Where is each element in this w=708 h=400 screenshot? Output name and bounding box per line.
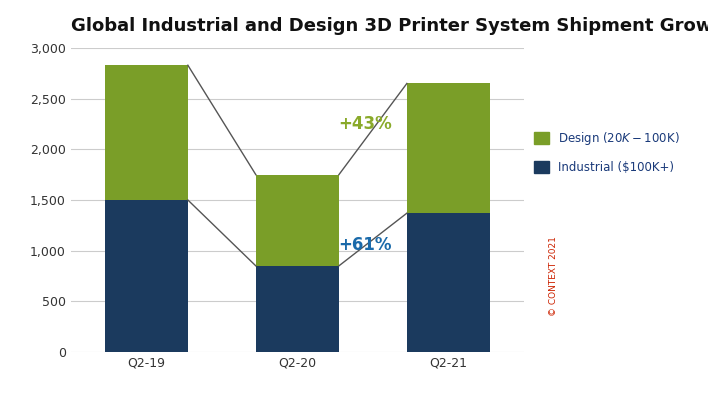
Bar [256,266,339,352]
Bar [407,213,490,352]
Text: © CONTEXT 2021: © CONTEXT 2021 [549,236,558,316]
Legend: Design ($20K - $100K), Industrial ($100K+): Design ($20K - $100K), Industrial ($100K… [535,130,680,174]
Text: +43%: +43% [338,115,392,133]
Text: +61%: +61% [338,236,392,254]
Bar [105,65,188,200]
Bar [407,84,490,213]
Bar [256,175,339,266]
Bar [105,200,188,352]
Text: Global Industrial and Design 3D Printer System Shipment Growth: Global Industrial and Design 3D Printer … [71,17,708,35]
